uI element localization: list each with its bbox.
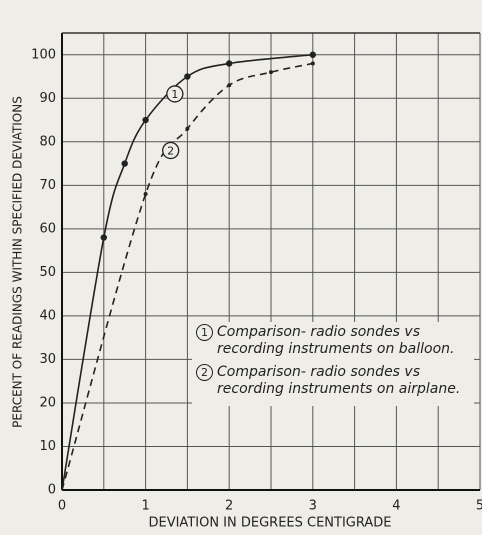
data-point — [100, 234, 108, 241]
data-point — [143, 192, 148, 197]
curve-label: 1 — [171, 88, 178, 101]
data-point — [185, 126, 190, 131]
x-tick-label: 1 — [141, 499, 149, 514]
y-tick-label: 70 — [39, 178, 56, 193]
data-point — [269, 70, 273, 75]
curve-label-circle — [166, 85, 184, 103]
x-tick-label: 2 — [225, 499, 233, 514]
data-point — [121, 160, 128, 167]
y-tick-label: 30 — [39, 352, 56, 367]
legend-number: 1 — [196, 324, 213, 341]
x-tick-label: 5 — [476, 499, 482, 514]
data-point — [310, 61, 315, 66]
x-tick-label: 0 — [58, 499, 66, 514]
y-tick-label: 0 — [48, 483, 56, 498]
x-tick-label: 4 — [392, 499, 400, 514]
data-point — [227, 83, 232, 88]
legend-text: Comparison- radio sondes vs recording in… — [217, 324, 455, 357]
y-tick-label: 50 — [39, 265, 56, 280]
data-point — [309, 51, 316, 58]
curve-label: 2 — [167, 145, 174, 158]
data-point — [142, 116, 149, 124]
y-tick-label: 90 — [39, 91, 56, 106]
y-tick-label: 60 — [39, 221, 56, 236]
x-axis-label: DEVIATION IN DEGREES CENTIGRADE — [148, 516, 391, 531]
y-tick-label: 20 — [39, 395, 56, 410]
legend-number: 2 — [196, 364, 213, 381]
series-line — [61, 62, 313, 491]
curve-label-circle — [162, 141, 180, 160]
legend-box: 1 Comparison- radio sondes vs recording i… — [192, 322, 474, 406]
y-tick-label: 80 — [39, 134, 56, 149]
y-axis-label: PERCENT OF READINGS WITHIN SPECIFIED DEV… — [11, 96, 25, 428]
data-point — [226, 60, 233, 67]
legend-item: 1 Comparison- radio sondes vs recording i… — [196, 324, 470, 358]
legend-text: Comparison- radio sondes vs recording in… — [217, 364, 461, 397]
legend: 1 Comparison- radio sondes vs recording i… — [192, 322, 474, 406]
legend-item: 2 Comparison- radio sondes vs recording i… — [196, 364, 470, 398]
y-tick-label: 10 — [39, 439, 56, 454]
x-tick-label: 3 — [309, 499, 317, 514]
data-point — [184, 73, 191, 80]
y-tick-label: 40 — [39, 308, 56, 323]
y-tick-label: 100 — [31, 47, 56, 62]
